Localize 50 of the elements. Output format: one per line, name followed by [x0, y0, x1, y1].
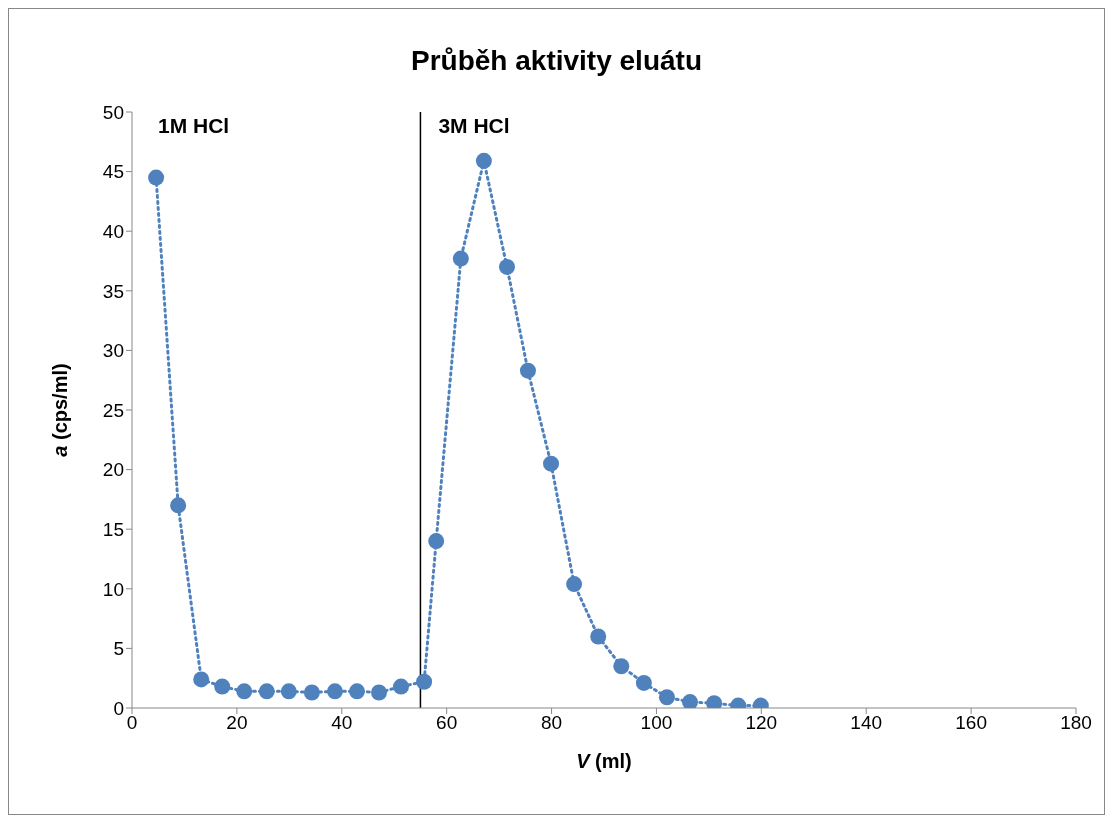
y-tick-label: 20 [102, 459, 124, 481]
point [590, 628, 607, 645]
x-axis-title: V (ml) [576, 750, 632, 772]
point [566, 576, 583, 593]
y-tick-label: 50 [102, 101, 124, 123]
chart-title: Průběh aktivity eluátu [410, 45, 703, 77]
point [519, 362, 536, 379]
point [236, 683, 253, 700]
y-tick-label: 10 [102, 578, 124, 600]
point [148, 169, 165, 186]
y-tick-label: 15 [102, 518, 124, 540]
point [475, 152, 492, 169]
point [326, 683, 343, 700]
x-tick-label: 80 [540, 712, 563, 734]
point [193, 671, 210, 688]
x-tick-label: 60 [436, 712, 458, 734]
annotation: 3M HCl [438, 114, 510, 138]
x-tick-label: 120 [745, 712, 778, 734]
point [613, 658, 630, 675]
x-tick-label: 140 [850, 712, 883, 734]
point [498, 258, 515, 275]
y-tick-label: 5 [113, 638, 124, 660]
x-tick-label: 160 [955, 712, 987, 734]
point [280, 683, 297, 700]
y-tick-label: 0 [113, 697, 124, 719]
point [658, 689, 675, 706]
point [258, 683, 275, 700]
y-tick-label: 40 [102, 220, 124, 242]
annotation: 1M HCl [158, 114, 230, 138]
point [348, 683, 365, 700]
point [682, 694, 699, 708]
point [170, 497, 187, 514]
y-tick-label: 45 [102, 161, 124, 183]
point [428, 533, 445, 550]
point [452, 250, 469, 267]
x-tick-label: 40 [331, 712, 353, 734]
point [371, 684, 388, 701]
y-tick-label: 35 [102, 280, 124, 302]
x-tick-label: 180 [1060, 712, 1092, 734]
point [416, 673, 433, 690]
point [543, 455, 560, 472]
y-tick-label: 30 [102, 340, 124, 362]
point [635, 674, 652, 691]
y-tick-label: 25 [102, 399, 124, 421]
point [393, 678, 410, 695]
point [214, 678, 231, 695]
y-axis-title: a (cps/ml) [49, 363, 71, 457]
point [303, 684, 320, 701]
x-tick-label: 100 [640, 712, 673, 734]
x-tick-label: 20 [226, 712, 248, 734]
